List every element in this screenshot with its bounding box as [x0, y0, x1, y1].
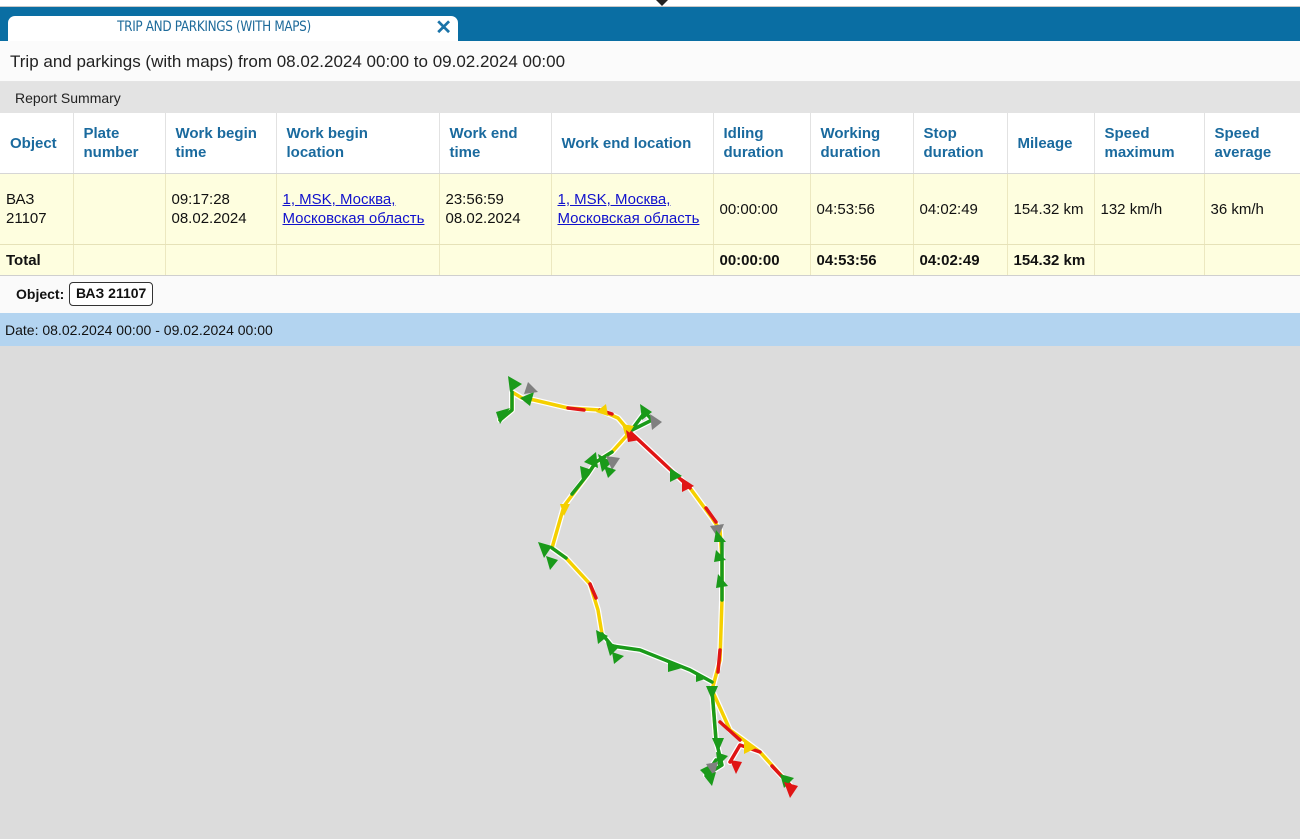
- object-filter-label: Object:: [16, 286, 65, 302]
- cell-end-location: 1, MSK, Москва, Московская область: [551, 173, 714, 245]
- col-header-mileage[interactable]: Mileage: [1007, 113, 1095, 174]
- total-working: 04:53:56: [810, 244, 914, 276]
- cell-begin-time: 09:17:28 08.02.2024: [165, 173, 277, 245]
- collapse-caret-icon[interactable]: [656, 0, 668, 6]
- cell-working: 04:53:56: [810, 173, 914, 245]
- total-idling: 00:00:00: [713, 244, 811, 276]
- cell-object: ВАЗ 21107: [0, 173, 74, 245]
- tab-bar: TRIP AND PARKINGS (WITH MAPS) ✕: [0, 7, 1300, 41]
- date-range-bar: Date: 08.02.2024 00:00 - 09.02.2024 00:0…: [0, 313, 1300, 346]
- cell-mileage: 154.32 km: [1007, 173, 1095, 245]
- col-header-speed-max[interactable]: Speed maximum: [1094, 113, 1205, 174]
- begin-location-link[interactable]: 1, MSK, Москва, Московская область: [282, 191, 425, 227]
- col-header-end-time[interactable]: Work end time: [439, 113, 552, 174]
- report-summary-table: Object Plate number Work begin time Work…: [0, 113, 1300, 276]
- object-filter-row: Object: ВАЗ 21107: [0, 276, 1300, 313]
- col-header-working[interactable]: Working duration: [810, 113, 914, 174]
- col-header-idling[interactable]: Idling duration: [713, 113, 811, 174]
- cell-speed-max: 132 km/h: [1094, 173, 1205, 245]
- total-row: Total 00:00:00 04:53:56 04:02:49 154.32 …: [0, 244, 1300, 276]
- report-title: Trip and parkings (with maps) from 08.02…: [10, 52, 566, 71]
- report-summary-header: Report Summary: [0, 82, 1300, 113]
- table-row: ВАЗ 21107 09:17:28 08.02.2024 1, MSK, Мо…: [0, 173, 1300, 245]
- col-header-begin-time[interactable]: Work begin time: [165, 113, 277, 174]
- top-strip: [0, 0, 1300, 7]
- col-header-end-location[interactable]: Work end location: [551, 113, 714, 174]
- report-summary-label: Report Summary: [15, 90, 121, 106]
- date-range-text: Date: 08.02.2024 00:00 - 09.02.2024 00:0…: [5, 322, 273, 338]
- cell-speed-avg: 36 km/h: [1204, 173, 1300, 245]
- close-icon[interactable]: ✕: [435, 17, 452, 39]
- cell-stop: 04:02:49: [913, 173, 1008, 245]
- track-svg: [496, 376, 798, 798]
- cell-plate: [73, 173, 166, 245]
- total-mileage: 154.32 km: [1007, 244, 1095, 276]
- direction-arrows: [496, 376, 798, 798]
- total-label: Total: [0, 244, 74, 276]
- cell-idling: 00:00:00: [713, 173, 811, 245]
- tab-trip-and-parkings[interactable]: TRIP AND PARKINGS (WITH MAPS) ✕: [8, 16, 458, 41]
- cell-begin-location: 1, MSK, Москва, Московская область: [276, 173, 440, 245]
- col-header-speed-avg[interactable]: Speed average: [1204, 113, 1300, 174]
- total-stop: 04:02:49: [913, 244, 1008, 276]
- end-location-link[interactable]: 1, MSK, Москва, Московская область: [557, 191, 700, 227]
- tab-label: TRIP AND PARKINGS (WITH MAPS): [117, 19, 311, 35]
- trip-map[interactable]: [0, 346, 1300, 834]
- object-filter-chip[interactable]: ВАЗ 21107: [69, 282, 154, 306]
- col-header-begin-location[interactable]: Work begin location: [276, 113, 440, 174]
- track-route: [497, 389, 793, 788]
- col-header-object[interactable]: Object: [0, 113, 74, 174]
- table-header-row: Object Plate number Work begin time Work…: [0, 113, 1300, 174]
- col-header-stop[interactable]: Stop duration: [913, 113, 1008, 174]
- report-title-bar: Trip and parkings (with maps) from 08.02…: [0, 41, 1300, 82]
- cell-end-time: 23:56:59 08.02.2024: [439, 173, 552, 245]
- col-header-plate[interactable]: Plate number: [73, 113, 166, 174]
